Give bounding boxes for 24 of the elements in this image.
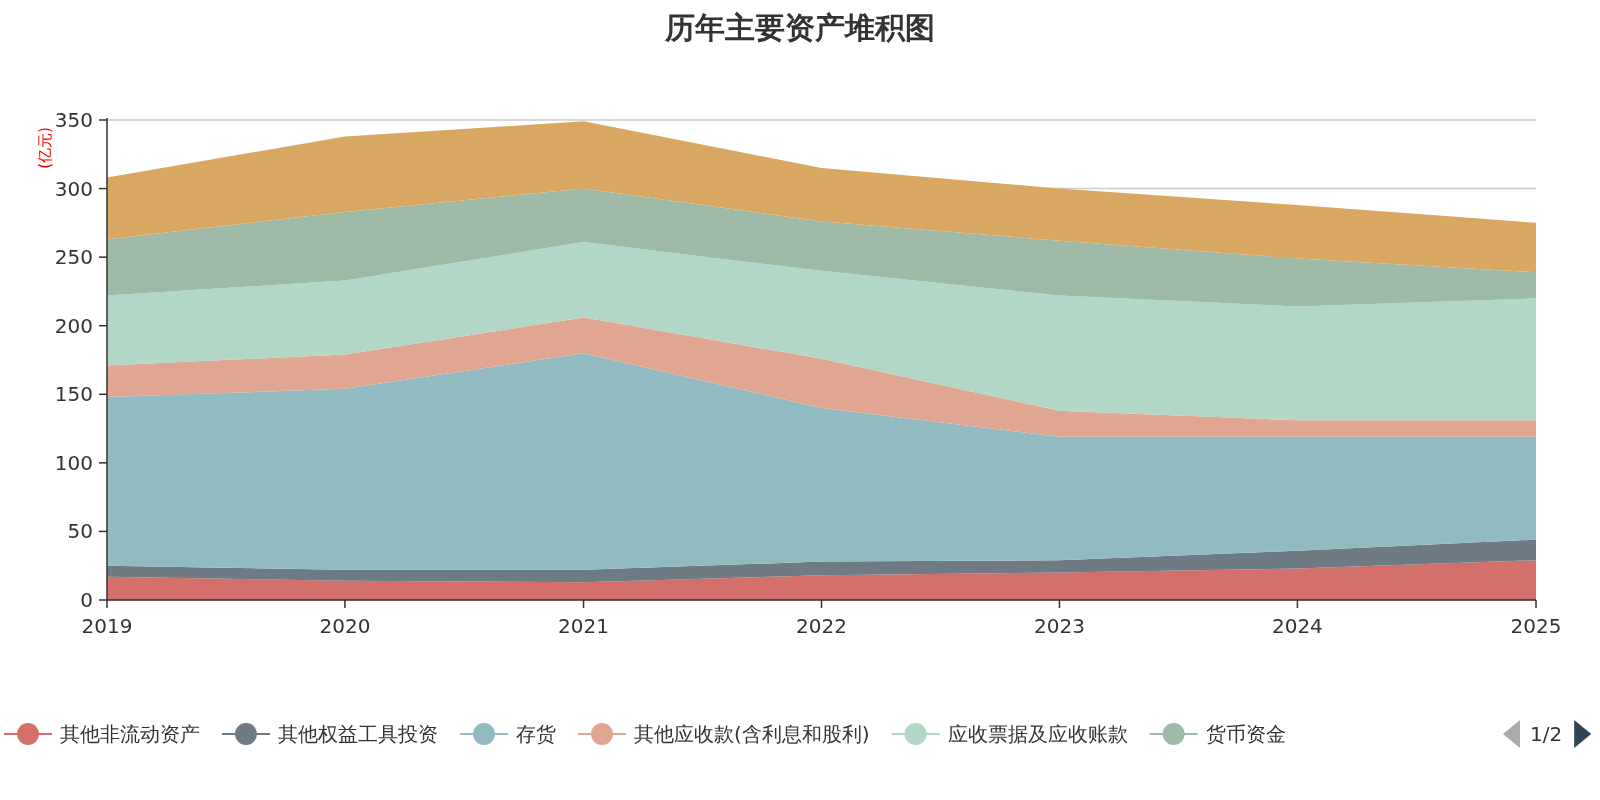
x-tick-label: 2024	[1271, 614, 1323, 638]
legend-label: 其他权益工具投资	[278, 722, 438, 746]
x-tick-label: 2023	[1034, 614, 1085, 638]
legend-label: 其他应收款(含利息和股利)	[634, 722, 870, 746]
text: 1/2	[1530, 722, 1563, 746]
legend-label: 存货	[516, 722, 556, 746]
legend-label: 其他非流动资产	[60, 722, 200, 746]
x-tick-label: 2025	[1510, 614, 1562, 638]
y-tick-label: 300	[54, 176, 93, 201]
x-tick-label: 2019	[81, 614, 133, 638]
y-tick-label: 50	[67, 519, 93, 544]
x-tick-label: 2022	[796, 614, 847, 638]
y-tick-label: 200	[54, 313, 93, 338]
y-tick-label: 250	[54, 245, 93, 270]
y-tick-label: 100	[54, 450, 93, 475]
legend-label: 应收票据及应收账款	[947, 722, 1128, 746]
legend-label: 货币资金	[1205, 722, 1286, 746]
x-tick-label: 2021	[558, 614, 609, 638]
chart-title: 历年主要资产堆积图	[664, 10, 935, 45]
y-tick-label: 150	[54, 382, 93, 407]
y-tick-label: 350	[54, 108, 93, 132]
y-tick-label: 0	[80, 588, 93, 612]
x-tick-label: 2020	[319, 614, 371, 638]
y-axis-title: (亿元)	[36, 127, 54, 169]
